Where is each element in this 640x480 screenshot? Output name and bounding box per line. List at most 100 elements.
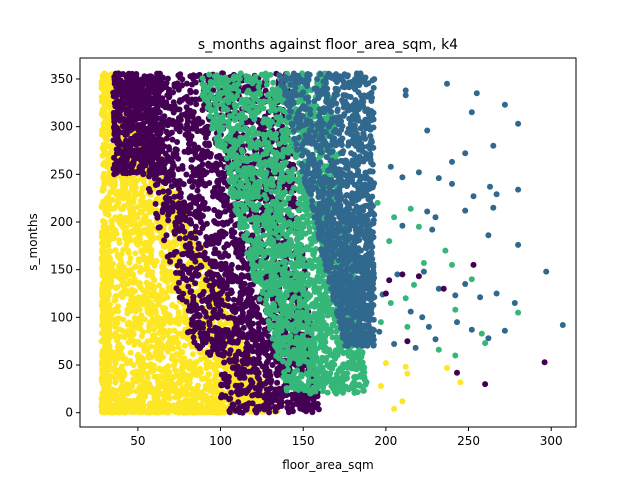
data-point [194, 187, 201, 194]
data-point [187, 73, 194, 80]
data-point [240, 259, 247, 266]
data-point [200, 396, 206, 403]
data-point [246, 385, 253, 391]
data-point [278, 399, 285, 405]
data-point [205, 371, 212, 378]
data-point [122, 185, 129, 192]
data-point [129, 408, 136, 415]
data-point [206, 303, 213, 310]
data-point [101, 91, 108, 98]
data-point [202, 125, 209, 132]
data-point [186, 210, 193, 217]
data-point [98, 322, 105, 329]
data-point [173, 248, 180, 255]
data-point [185, 135, 192, 142]
data-point [226, 409, 233, 416]
data-point [170, 345, 177, 352]
data-point [191, 363, 197, 370]
data-point [249, 400, 256, 407]
data-point [221, 202, 228, 209]
data-point [102, 308, 109, 315]
data-point [201, 154, 208, 161]
data-point [112, 296, 119, 303]
data-point [182, 384, 189, 390]
data-point [189, 156, 196, 163]
data-point [134, 240, 140, 247]
data-point [227, 265, 234, 272]
data-point [160, 188, 167, 195]
data-point [129, 369, 136, 376]
data-point [193, 146, 199, 153]
data-point [172, 372, 179, 379]
data-point [260, 402, 267, 409]
data-point [217, 161, 224, 168]
data-point [127, 277, 134, 284]
data-point [136, 353, 143, 360]
data-point [219, 219, 226, 226]
data-point [102, 143, 109, 150]
data-point [135, 294, 142, 301]
data-point [105, 80, 112, 86]
data-point [170, 99, 177, 106]
data-point [180, 290, 187, 297]
data-point [99, 290, 105, 297]
data-point [219, 345, 226, 352]
dense-point-clouds [98, 70, 378, 416]
data-point [154, 213, 161, 219]
data-point [213, 384, 220, 390]
data-point [132, 228, 139, 235]
data-point [100, 161, 107, 168]
data-point [126, 388, 133, 395]
data-point [173, 387, 180, 394]
data-point [138, 247, 145, 254]
data-point [238, 283, 245, 290]
data-point [112, 227, 119, 234]
data-point [110, 354, 117, 361]
data-point [117, 348, 123, 355]
data-point [192, 280, 199, 287]
data-point [261, 326, 268, 333]
data-point [100, 186, 107, 193]
data-point [181, 342, 188, 349]
data-point [135, 256, 142, 263]
data-point [148, 368, 155, 375]
data-point [244, 404, 250, 411]
data-point [163, 271, 170, 277]
data-point [181, 228, 188, 235]
data-point [172, 146, 179, 153]
data-point [187, 289, 194, 295]
data-point [103, 209, 110, 216]
data-point [154, 295, 161, 302]
data-point [110, 185, 117, 192]
data-point [146, 209, 153, 216]
data-point [115, 393, 122, 400]
data-point [154, 323, 161, 329]
data-point [124, 408, 130, 415]
data-point [152, 200, 159, 207]
data-point [106, 202, 113, 209]
data-point [274, 379, 281, 386]
data-point [176, 98, 183, 105]
data-point [99, 393, 106, 400]
data-point [179, 165, 186, 172]
data-point [219, 186, 226, 193]
data-point [206, 180, 213, 186]
data-point [159, 366, 166, 373]
data-point [165, 144, 172, 151]
data-point [184, 121, 190, 128]
data-point [239, 409, 246, 416]
data-point [165, 348, 171, 355]
data-point [131, 315, 138, 321]
data-point [205, 349, 212, 356]
data-point [144, 272, 151, 279]
data-point [228, 227, 235, 234]
data-point [198, 391, 205, 398]
data-point [218, 382, 225, 389]
data-point [213, 369, 220, 375]
data-point [127, 255, 134, 262]
data-point [111, 364, 118, 371]
data-point [269, 362, 276, 368]
data-point [113, 284, 120, 291]
data-point [235, 337, 241, 344]
data-point [211, 376, 218, 383]
